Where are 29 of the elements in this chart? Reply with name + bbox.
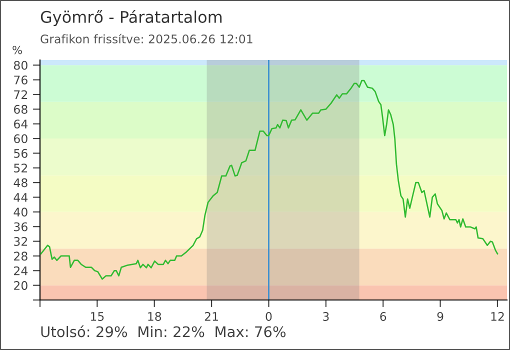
y-tick-label: 64	[14, 120, 28, 129]
y-tick-label: 56	[14, 148, 28, 158]
y-tick-label: 40	[14, 208, 28, 217]
y-tick-label: 36	[14, 222, 28, 232]
chart-subtitle: Grafikon frissítve: 2025.06.26 12:01	[40, 34, 252, 44]
y-tick-label: 48	[14, 178, 28, 188]
y-tick-label: 80	[14, 60, 28, 70]
x-tick-label: 21	[204, 312, 218, 321]
x-tick-label: 9	[437, 312, 444, 321]
y-tick-label: 20	[14, 281, 28, 290]
y-tick-label: 44	[14, 193, 28, 202]
y-tick-label: 32	[14, 237, 28, 246]
x-tick-label: 15	[90, 312, 104, 321]
y-tick-label: 52	[14, 164, 28, 173]
line-series	[40, 80, 498, 280]
y-axis-title: %	[12, 46, 22, 54]
y-tick-label: 76	[14, 76, 28, 84]
y-tick-label: 60	[14, 134, 28, 144]
text: Utolsó: 29% Min: 22% Max: 76%	[41, 325, 286, 338]
x-tick-label: 12	[491, 312, 504, 321]
y-tick-label: 28	[14, 252, 28, 261]
y-tick-label: 24	[14, 266, 28, 276]
x-tick-label: 6	[380, 312, 386, 321]
y-tick-label: 72	[14, 90, 28, 99]
x-tick-label: 3	[323, 312, 329, 321]
chart-title: Gyömrő - Páratartalom	[40, 10, 222, 26]
x-tick-label: 18	[148, 312, 162, 321]
y-tick-label: 68	[14, 104, 28, 114]
x-tick-label: 0	[266, 312, 272, 321]
